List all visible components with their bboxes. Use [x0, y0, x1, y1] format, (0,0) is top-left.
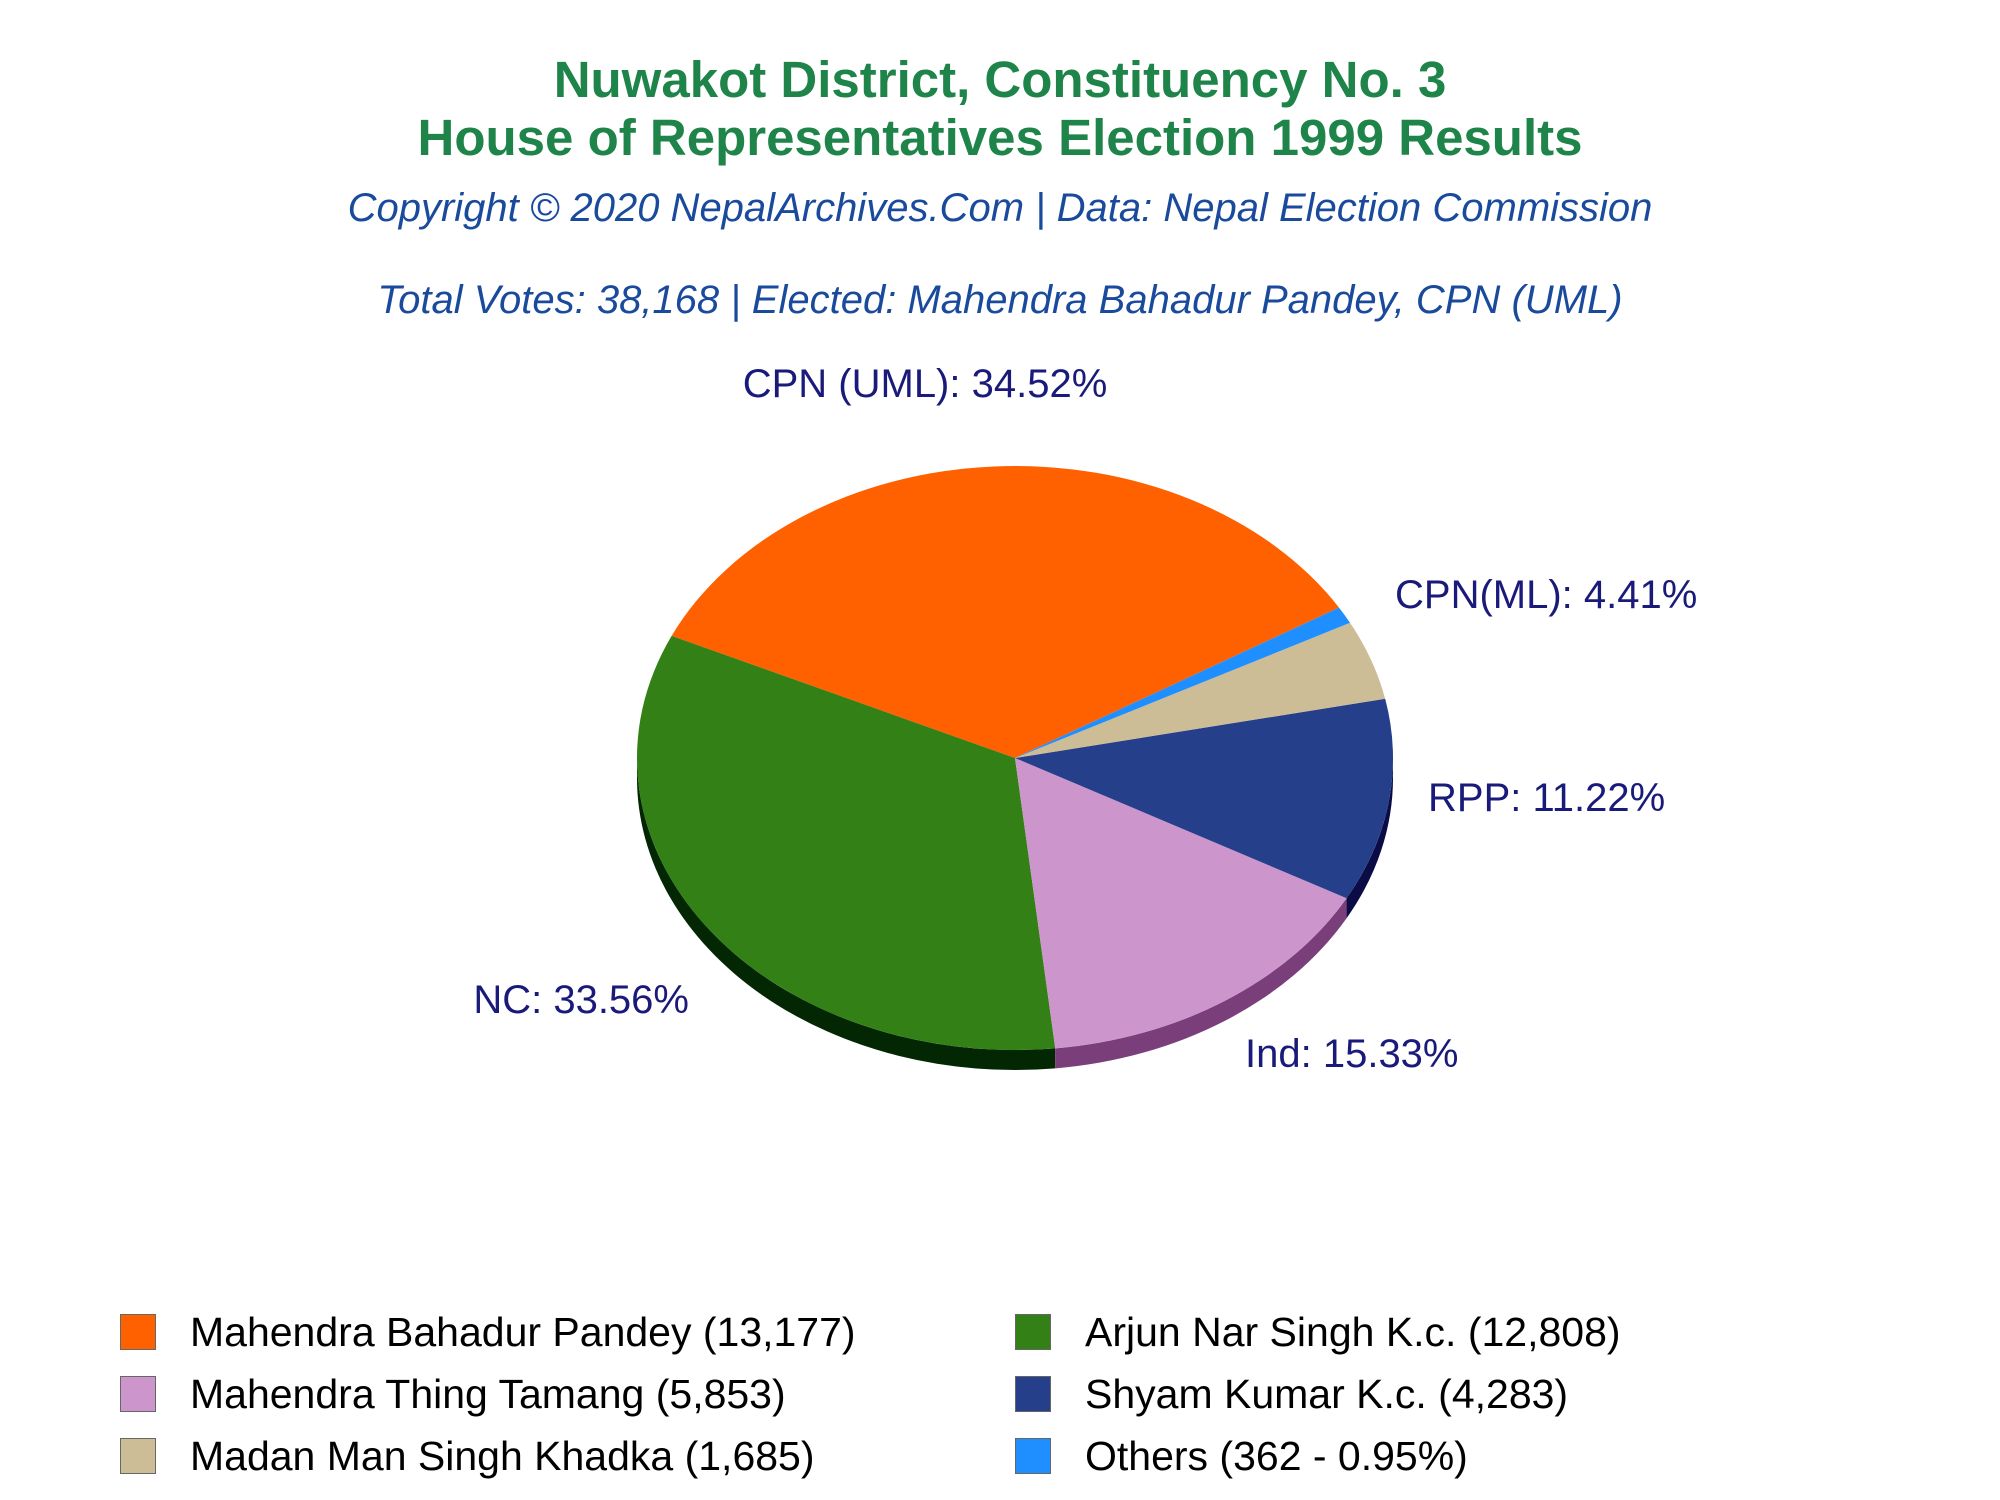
pie-label-cpn-ml: CPN(ML): 4.41% [1395, 573, 1697, 617]
legend-item-khadka: Madan Man Singh Khadka (1,685) [120, 1427, 815, 1485]
pie-slice-cpn-ml [1015, 622, 1386, 758]
pie-label-nc: NC: 33.56% [473, 978, 689, 1022]
legend-swatch [120, 1376, 156, 1412]
pie-depth-layer [637, 758, 1393, 1070]
legend-item-kc-arjun: Arjun Nar Singh K.c. (12,808) [1015, 1303, 1621, 1361]
pie-side-rpp [1346, 758, 1393, 919]
legend-label: Mahendra Bahadur Pandey (13,177) [190, 1308, 856, 1355]
copyright-line: Copyright © 2020 NepalArchives.Com | Dat… [347, 186, 1653, 230]
pie-top-layer [637, 466, 1393, 1050]
legend-swatch [1015, 1438, 1051, 1474]
legend-item-others: Others (362 - 0.95%) [1015, 1427, 1468, 1485]
legend-item-kc-shyam: Shyam Kumar K.c. (4,283) [1015, 1365, 1568, 1423]
pie-label-ind: Ind: 15.33% [1245, 1032, 1459, 1076]
legend-label: Shyam Kumar K.c. (4,283) [1085, 1370, 1569, 1417]
pie-slice-rpp [1015, 698, 1393, 899]
pie-slice-others [1015, 607, 1351, 758]
pie-label-cpn-uml: CPN (UML): 34.52% [743, 362, 1108, 406]
legend-item-pandey: Mahendra Bahadur Pandey (13,177) [120, 1303, 856, 1361]
pie-label-layer: CPN (UML): 34.52% NC: 33.56% Ind: 15.33% RP… [473, 362, 1697, 1076]
pie-slice-nc [637, 635, 1056, 1050]
summary-line: Total Votes: 38,168 | Elected: Mahendra … [377, 278, 1623, 322]
legend-label: Madan Man Singh Khadka (1,685) [190, 1432, 815, 1479]
legend-swatch [120, 1438, 156, 1474]
chart-title-line1: Nuwakot District, Constituency No. 3 [553, 51, 1447, 108]
pie-slice-ind [1015, 758, 1347, 1049]
pie-label-rpp: RPP: 11.22% [1428, 776, 1665, 820]
legend-swatch [120, 1314, 156, 1350]
pie-side-ind [1055, 898, 1347, 1069]
legend-item-tamang: Mahendra Thing Tamang (5,853) [120, 1365, 786, 1423]
legend-label: Others (362 - 0.95%) [1085, 1432, 1468, 1479]
legend-swatch [1015, 1376, 1051, 1412]
legend-label: Mahendra Thing Tamang (5,853) [190, 1370, 786, 1417]
legend-swatch [1015, 1314, 1051, 1350]
chart-title-line2: House of Representatives Election 1999 R… [417, 109, 1583, 166]
pie-slice-cpn-uml [671, 466, 1340, 758]
legend-label: Arjun Nar Singh K.c. (12,808) [1085, 1308, 1621, 1355]
